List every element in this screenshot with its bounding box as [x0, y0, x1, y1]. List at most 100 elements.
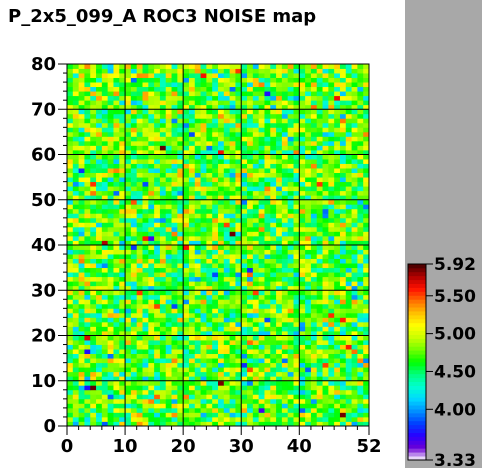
heatmap-cell [235, 163, 242, 169]
heatmap-cell [113, 68, 120, 74]
heatmap-cell [96, 380, 103, 386]
heatmap-cell [194, 407, 201, 413]
heatmap-cell [107, 335, 114, 341]
heatmap-cell [130, 145, 138, 151]
heatmap-cell [218, 398, 225, 404]
heatmap-cell [171, 86, 178, 92]
heatmap-cell [67, 104, 74, 110]
heatmap-cell [218, 326, 225, 332]
heatmap-cell [84, 258, 91, 264]
heatmap-cell [241, 385, 248, 391]
heatmap-cell [339, 267, 347, 273]
heatmap-cell [72, 330, 80, 336]
heatmap-cell [142, 181, 149, 187]
heatmap-cell [218, 376, 225, 382]
heatmap-cell [96, 235, 103, 241]
heatmap-cell [125, 398, 132, 404]
heatmap-cell [287, 95, 294, 101]
heatmap-cell [183, 122, 190, 128]
heatmap-cell [113, 208, 120, 214]
heatmap-cell [67, 127, 74, 133]
heatmap-cell [165, 131, 172, 137]
heatmap-cell [148, 367, 155, 373]
heatmap-cell [229, 326, 236, 332]
heatmap-cell [241, 172, 248, 178]
heatmap-cell [293, 412, 300, 418]
heatmap-cell [223, 308, 231, 314]
heatmap-cell [339, 77, 347, 83]
heatmap-cell [96, 267, 103, 273]
heatmap-cell [322, 149, 329, 155]
heatmap-cell [345, 349, 352, 354]
heatmap-cell [334, 149, 341, 155]
heatmap-cell [310, 159, 318, 164]
heatmap-cell [165, 335, 172, 341]
heatmap-cell [177, 290, 184, 296]
heatmap-cell [200, 326, 207, 332]
heatmap-cell [247, 149, 254, 155]
heatmap-cell [200, 367, 207, 373]
heatmap-cell [165, 136, 172, 142]
heatmap-cell [258, 272, 265, 278]
heatmap-cell [276, 294, 283, 300]
heatmap-cell [258, 177, 265, 183]
heatmap-cell [84, 403, 91, 409]
heatmap-cell [258, 213, 265, 219]
heatmap-cell [270, 127, 277, 133]
heatmap-cell [276, 136, 283, 142]
heatmap-cell [148, 154, 155, 160]
heatmap-cell [119, 145, 126, 151]
heatmap-cell [107, 376, 114, 382]
heatmap-cell [159, 308, 167, 314]
heatmap-cell [223, 326, 231, 332]
heatmap-cell [299, 127, 306, 133]
heatmap-cell [130, 416, 138, 422]
heatmap-cell [322, 122, 329, 128]
heatmap-cell [264, 312, 271, 318]
heatmap-cell [247, 186, 254, 192]
heatmap-cell [165, 276, 172, 282]
heatmap-cell [218, 226, 225, 232]
heatmap-cell [351, 195, 358, 201]
heatmap-cell [299, 389, 306, 395]
heatmap-cell [351, 190, 358, 196]
heatmap-cell [247, 380, 254, 386]
heatmap-cell [96, 403, 103, 409]
heatmap-cell [299, 403, 306, 409]
heatmap-cell [299, 231, 306, 237]
heatmap-cell [310, 226, 318, 232]
heatmap-cell [72, 208, 80, 214]
heatmap-cell [67, 412, 74, 418]
heatmap-cell [247, 308, 254, 314]
heatmap-cell [229, 258, 236, 264]
heatmap-cell [136, 376, 143, 382]
heatmap-cell [142, 195, 149, 201]
heatmap-cell [305, 204, 312, 210]
heatmap-cell [276, 267, 283, 273]
heatmap-cell [339, 358, 347, 364]
heatmap-cell [72, 389, 80, 395]
heatmap-cell [339, 222, 347, 228]
heatmap-cell [119, 276, 126, 282]
heatmap-cell [276, 154, 283, 160]
heatmap-cell [165, 380, 172, 386]
heatmap-cell [241, 86, 248, 92]
heatmap-cell [334, 321, 341, 327]
heatmap-cell [130, 367, 138, 373]
heatmap-cell [130, 177, 138, 183]
heatmap-cell [148, 118, 155, 124]
heatmap-cell [270, 317, 277, 323]
heatmap-cell [119, 263, 126, 269]
heatmap-cell [258, 281, 265, 287]
heatmap-cell [165, 68, 172, 74]
heatmap-cell [171, 258, 178, 264]
heatmap-cell [281, 371, 289, 377]
heatmap-cell [183, 195, 190, 201]
heatmap-cell [154, 344, 161, 350]
heatmap-cell [322, 104, 329, 110]
heatmap-cell [159, 208, 167, 214]
heatmap-cell [159, 317, 167, 323]
colorbar-segment [408, 436, 426, 441]
heatmap-cell [125, 421, 132, 427]
heatmap-cell [142, 136, 149, 142]
